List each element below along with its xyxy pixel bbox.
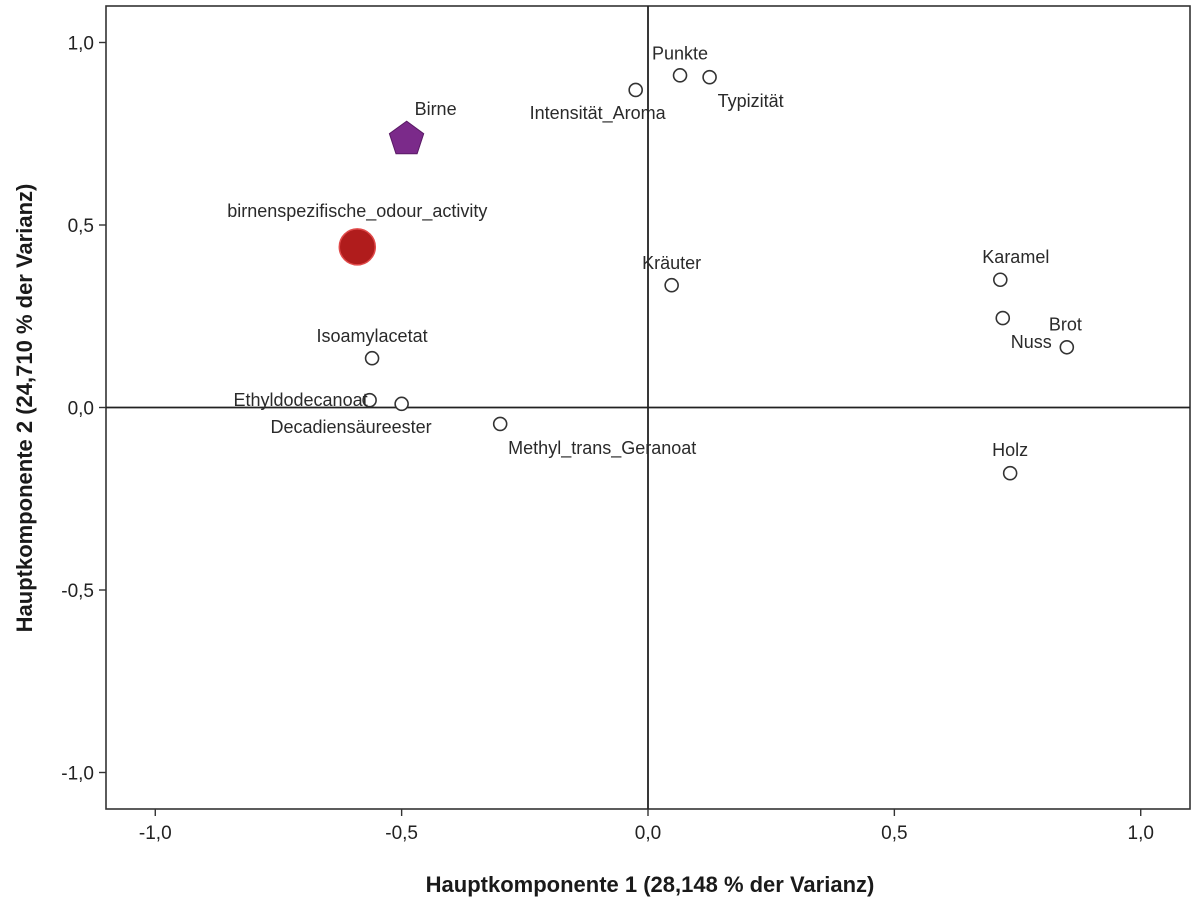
x-tick-label: -1,0	[139, 823, 172, 844]
label-decadiens-ureester: Decadiensäureester	[271, 417, 432, 437]
label-karamel: Karamel	[982, 247, 1049, 267]
point-nuss	[995, 310, 1011, 326]
point-birnenspezifische-odour-activity	[338, 228, 377, 266]
label-nuss: Nuss	[1011, 332, 1052, 352]
point-karamel	[992, 272, 1008, 288]
label-typizit-t: Typizität	[718, 91, 784, 111]
y-axis-title: Hauptkomponente 2 (24,710 % der Varianz)	[12, 184, 37, 633]
point-decadiens-ureester	[394, 396, 409, 412]
point-holz	[1002, 465, 1018, 481]
x-tick-label: 1,0	[1128, 823, 1154, 844]
label-punkte: Punkte	[652, 43, 708, 63]
data-points	[338, 68, 1075, 481]
label-holz: Holz	[992, 440, 1028, 460]
x-tick-label: 0,5	[881, 823, 907, 844]
x-axis-title: Hauptkomponente 1 (28,148 % der Varianz)	[426, 872, 875, 897]
y-tick-label: 1,0	[68, 34, 94, 55]
point-methyl-trans-geranoat	[492, 416, 508, 432]
y-tick-label: 0,5	[68, 216, 94, 237]
label-methyl-trans-geranoat: Methyl_trans_Geranoat	[508, 438, 696, 459]
x-tick-label: 0,0	[635, 823, 661, 844]
x-tick-label: -0,5	[385, 823, 418, 844]
label-isoamylacetat: Isoamylacetat	[317, 326, 428, 346]
y-tick-label: -0,5	[61, 581, 94, 602]
label-brot: Brot	[1049, 314, 1082, 334]
label-kr-uter: Kräuter	[642, 253, 701, 273]
point-kr-uter	[664, 277, 679, 293]
x-axis-ticks: -1,0 -0,5 0,0 0,5 1,0	[139, 809, 1154, 844]
point-brot	[1059, 339, 1075, 355]
reference-lines	[106, 6, 1190, 809]
point-typizit-t	[702, 69, 717, 85]
y-axis-ticks: -1,0 -0,5 0,0 0,5 1,0	[61, 34, 106, 785]
y-tick-label: -1,0	[61, 764, 94, 785]
point-labels: Punkte Typizität Intensität_Aroma Kräuter Ka…	[227, 43, 1082, 460]
label-birnenspezifische-odour-activity: birnenspezifische_odour_activity	[227, 201, 487, 222]
point-punkte	[672, 68, 688, 83]
point-isoamylacetat	[364, 350, 380, 366]
label-birne: Birne	[415, 99, 457, 119]
point-ethyldodecanoat	[362, 392, 377, 408]
point-intensit-t-aroma	[628, 82, 643, 98]
point-birne	[388, 120, 425, 155]
label-ethyldodecanoat: Ethyldodecanoat	[233, 390, 367, 410]
y-tick-label: 0,0	[68, 399, 94, 420]
label-intensit-t-aroma: Intensität_Aroma	[530, 103, 667, 124]
